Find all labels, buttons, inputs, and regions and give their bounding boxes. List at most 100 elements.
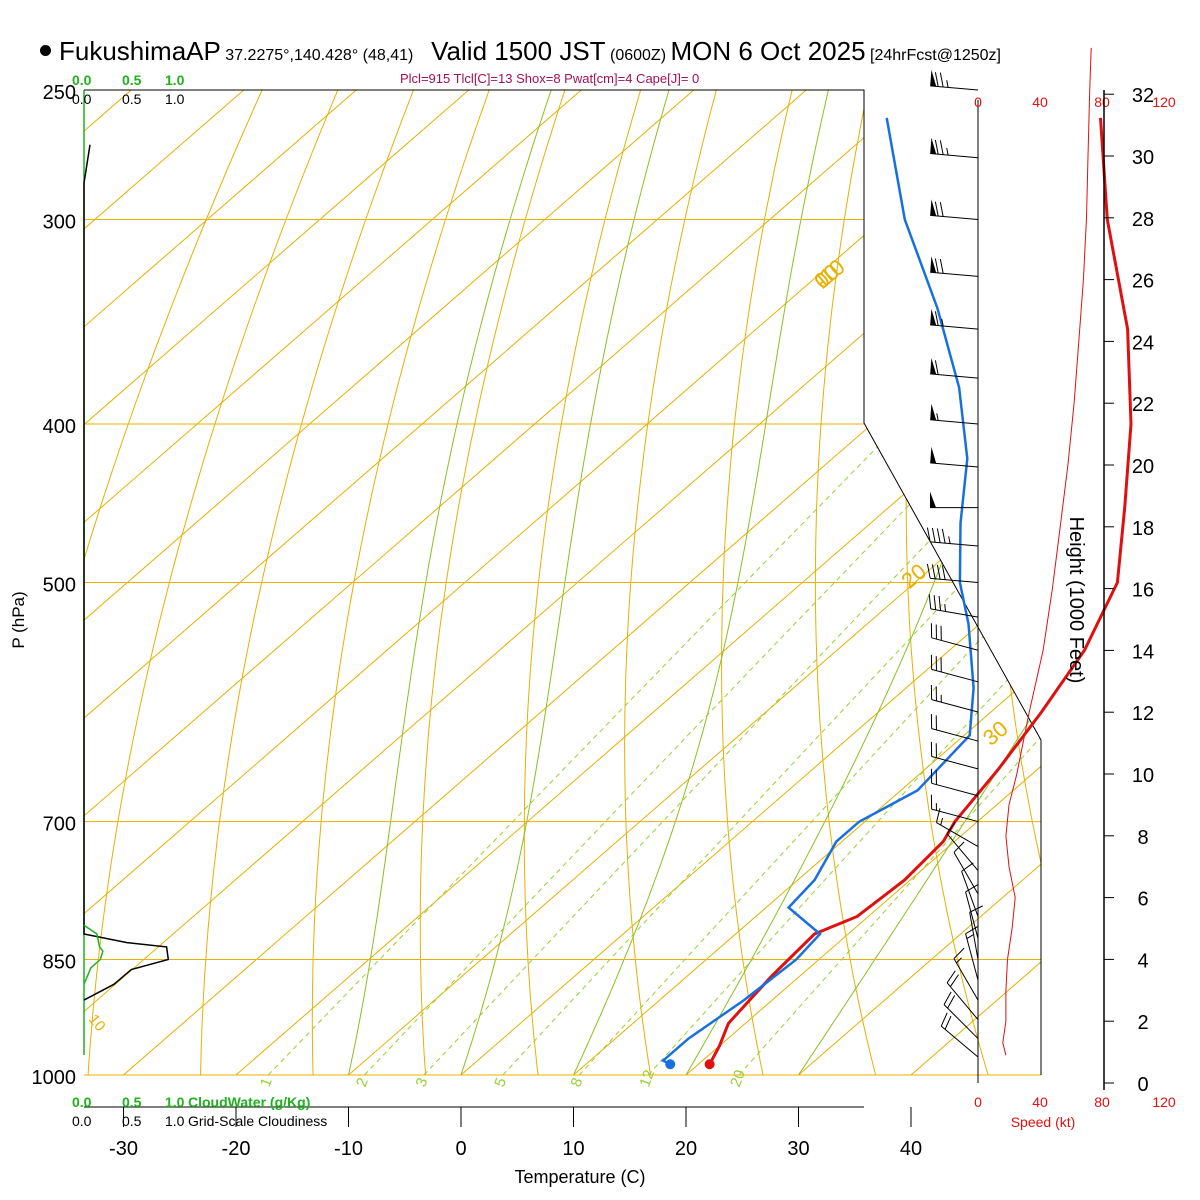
wind-barb-halfflag <box>948 536 951 544</box>
isotherm-line <box>0 90 19 1075</box>
wind-barb-staff <box>946 982 979 1020</box>
height-tick-label: 20 <box>1132 456 1154 478</box>
wind-speed-profile <box>1002 47 1092 1056</box>
temperature-tick-label: -10 <box>334 1138 363 1160</box>
wind-barb-staff <box>930 462 979 468</box>
wind-barb-flag <box>953 841 965 853</box>
wind-barb-flag <box>941 565 946 580</box>
wind-barb <box>926 527 979 547</box>
wind-barb <box>969 905 983 960</box>
cloudiness-bottom-tick: 0.5 <box>122 1113 142 1129</box>
wind-barb <box>930 685 979 713</box>
isotherm-line <box>84 90 582 1075</box>
mixing-ratio-label: 1 <box>257 1076 276 1090</box>
wind-barb-staff <box>930 608 979 618</box>
wind-barb-pennant <box>930 403 937 421</box>
height-tick-label: 32 <box>1132 85 1154 107</box>
wind-barb-pennant <box>930 199 937 216</box>
cloudwater-top-tick: 1.0 <box>165 72 185 88</box>
temperature-tick-label: -20 <box>222 1138 251 1160</box>
station-name: FukushimaAP <box>59 36 221 66</box>
pressure-tick-label: 250 <box>43 82 76 104</box>
surface-dewpoint-dot <box>665 1059 676 1070</box>
sounding-params: Plcl=915 Tlcl[C]=13 Shox=8 Pwat[cm]=4 Ca… <box>400 71 700 86</box>
wind-barb-staff <box>930 373 979 379</box>
wind-barb-halfflag <box>946 147 949 156</box>
forecast-info: [24hrFcst@1250z] <box>870 47 1001 64</box>
wind-barb-flag <box>939 72 944 88</box>
wind-barb-pennant <box>930 358 937 375</box>
dry-adiabat-line <box>419 90 566 1075</box>
wind-barb <box>930 69 979 91</box>
wind-barb-flag <box>939 202 944 217</box>
pressure-tick-label: 850 <box>43 952 76 974</box>
wind-barb-halfflag <box>944 604 946 612</box>
dry-adiabat-line <box>721 90 793 1075</box>
dry-adiabat-line <box>1163 90 1200 1075</box>
isotherm-line <box>685 90 1041 1075</box>
dry-adiabat-line <box>200 90 414 1075</box>
height-tick-label: 4 <box>1137 950 1148 972</box>
moist-adiabat-label: 30 <box>978 716 1013 751</box>
temperature-tick-label: 20 <box>675 1138 697 1160</box>
wind-barb <box>965 925 979 981</box>
wind-barb <box>930 654 979 683</box>
wind-barb-staff <box>930 153 979 159</box>
wind-barb-halfflag <box>941 318 944 327</box>
wind-barb-staff <box>953 852 979 895</box>
wind-barb-staff <box>930 324 979 330</box>
height-tick-label: 6 <box>1137 889 1148 911</box>
height-tick-label: 2 <box>1137 1012 1148 1034</box>
speed-bottom-tick: 80 <box>1094 1094 1110 1110</box>
wind-barb-staff <box>943 1004 979 1039</box>
dry-adiabat-line <box>523 90 642 1075</box>
wind-barb-halfflag <box>956 957 962 964</box>
dry-adiabat-line <box>84 90 263 1075</box>
mixing-ratio-line <box>423 423 1041 1075</box>
cloudiness-axis-title: Grid-Scale Cloudiness <box>188 1113 327 1129</box>
wind-barb-flag <box>934 139 939 155</box>
wind-barb-flag <box>934 360 939 375</box>
speed-top-tick: 0 <box>974 94 982 110</box>
wind-barb-halfflag <box>940 817 944 826</box>
wind-barb-flag <box>931 564 936 579</box>
wind-barb <box>930 308 979 330</box>
cloudwater-profile <box>83 924 104 985</box>
wind-barb-staff <box>965 933 979 981</box>
wind-barb-staff <box>961 871 979 917</box>
mixing-ratio-line <box>267 423 901 1075</box>
wind-barb-halfflag <box>966 934 974 940</box>
wind-barb-flag <box>940 1012 948 1027</box>
cloudiness-top-tick: 0.0 <box>72 91 92 107</box>
wind-barb-flag <box>926 527 931 542</box>
wind-barb <box>930 358 979 379</box>
speed-top-tick: 40 <box>1032 94 1048 110</box>
pressure-tick-label: 500 <box>43 575 76 597</box>
wind-barb-flag <box>953 947 965 959</box>
wind-barb-flag <box>944 1015 952 1030</box>
height-tick-label: 12 <box>1132 703 1154 725</box>
station-coords: 37.2275°,140.428° (48,41) <box>225 47 414 64</box>
wind-barb-halfflag <box>936 413 939 421</box>
wind-barb <box>946 970 979 1020</box>
wind-barb-staff <box>930 541 979 547</box>
wind-barb-staff <box>931 756 979 770</box>
dewpoint-profile <box>660 117 975 1066</box>
temperature-tick-label: 10 <box>562 1138 584 1160</box>
wind-barb-pennant <box>930 69 937 87</box>
wind-barb-staff <box>930 419 979 425</box>
cloudwater-bottom-tick: 0.0 <box>72 1094 92 1110</box>
isotherm-line <box>798 90 1041 1075</box>
mixing-ratio-label: 12 <box>636 1068 658 1089</box>
moist-adiabat-line <box>348 90 552 1075</box>
temperature-tick-label: 40 <box>900 1138 922 1160</box>
mixing-ratio-line <box>578 423 1041 1075</box>
isotherm-line <box>84 90 470 1075</box>
wind-barb-flag <box>946 970 956 984</box>
wind-barb-pennant <box>930 308 937 326</box>
mixing-ratio-line <box>364 423 988 1075</box>
wind-barb-flag <box>943 991 952 1005</box>
wind-barb-flag <box>969 905 983 913</box>
pressure-tick-label: 400 <box>43 416 76 438</box>
